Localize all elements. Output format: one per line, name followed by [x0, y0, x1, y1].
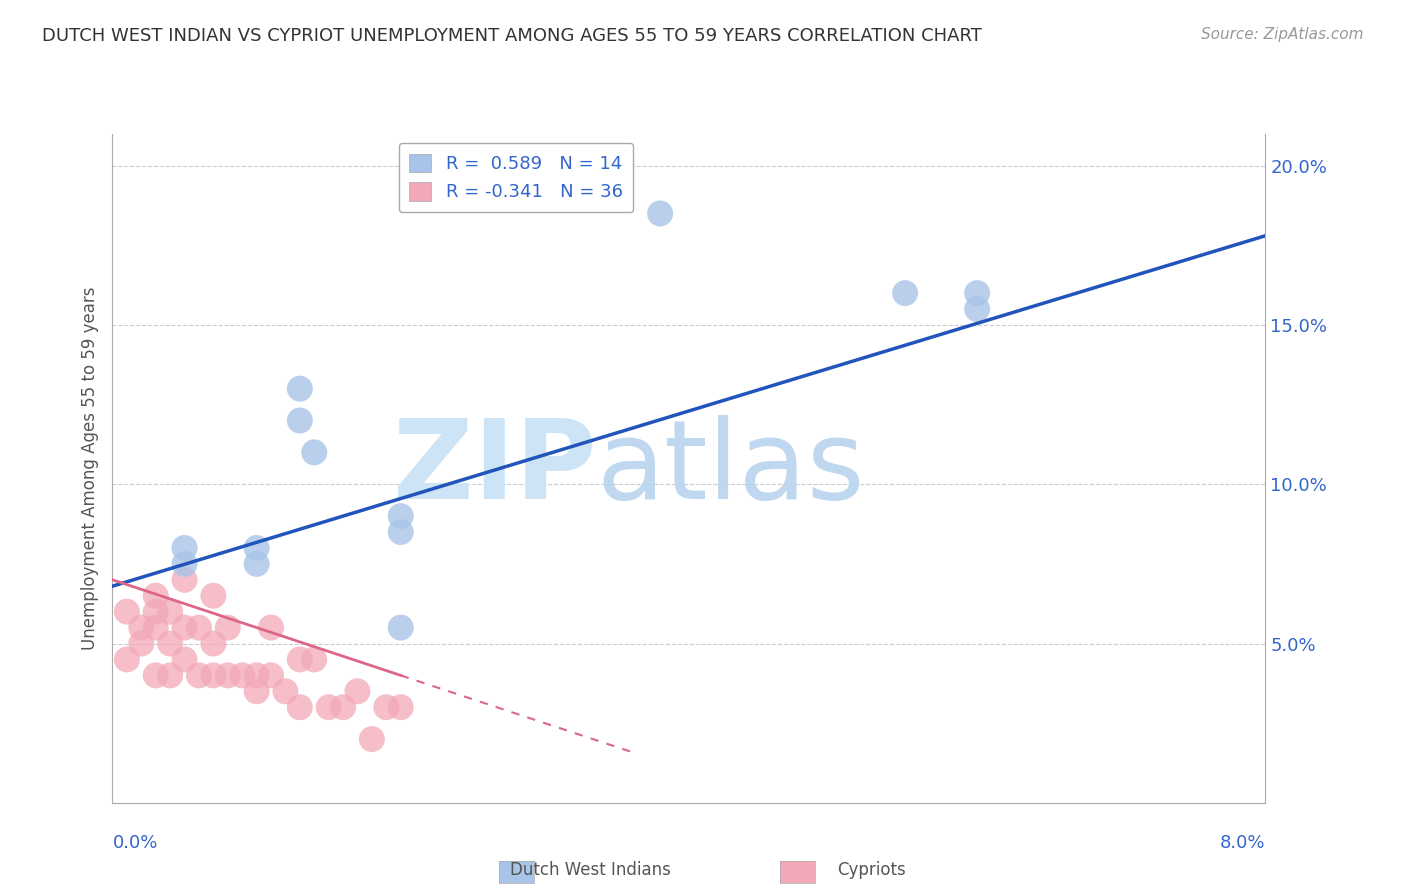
- Point: [188, 668, 211, 682]
- Point: [145, 668, 167, 682]
- Legend: R =  0.589   N = 14, R = -0.341   N = 36: R = 0.589 N = 14, R = -0.341 N = 36: [399, 143, 633, 212]
- Point: [260, 668, 283, 682]
- Point: [173, 557, 195, 571]
- Point: [288, 382, 311, 396]
- Point: [202, 636, 225, 650]
- Point: [648, 206, 672, 220]
- Text: 0.0%: 0.0%: [112, 834, 157, 852]
- Point: [360, 732, 382, 747]
- Point: [173, 652, 195, 666]
- Point: [173, 573, 195, 587]
- Point: [288, 700, 311, 714]
- Point: [375, 700, 398, 714]
- Point: [274, 684, 297, 698]
- Point: [159, 605, 181, 619]
- Point: [202, 668, 225, 682]
- Point: [389, 700, 412, 714]
- Text: Dutch West Indians: Dutch West Indians: [510, 861, 671, 879]
- Point: [159, 668, 181, 682]
- Point: [288, 652, 311, 666]
- Point: [145, 621, 167, 635]
- Point: [173, 621, 195, 635]
- Point: [129, 636, 153, 650]
- Point: [217, 668, 239, 682]
- Point: [173, 541, 195, 555]
- Point: [217, 621, 239, 635]
- Point: [389, 524, 412, 539]
- Point: [304, 445, 326, 459]
- Point: [389, 509, 412, 524]
- Text: 8.0%: 8.0%: [1220, 834, 1265, 852]
- Point: [245, 668, 267, 682]
- Point: [115, 652, 138, 666]
- Point: [245, 541, 267, 555]
- Point: [894, 286, 917, 301]
- Point: [202, 589, 225, 603]
- Point: [288, 413, 311, 427]
- Point: [145, 589, 167, 603]
- Text: ZIP: ZIP: [394, 415, 596, 522]
- Point: [159, 636, 181, 650]
- Point: [260, 621, 283, 635]
- Point: [318, 700, 340, 714]
- Point: [332, 700, 354, 714]
- Point: [245, 557, 267, 571]
- Y-axis label: Unemployment Among Ages 55 to 59 years: Unemployment Among Ages 55 to 59 years: [80, 286, 98, 650]
- Text: atlas: atlas: [596, 415, 865, 522]
- Point: [188, 621, 211, 635]
- Point: [129, 621, 153, 635]
- Point: [966, 286, 988, 301]
- Point: [245, 684, 267, 698]
- Point: [304, 652, 326, 666]
- Point: [115, 605, 138, 619]
- Text: Source: ZipAtlas.com: Source: ZipAtlas.com: [1201, 27, 1364, 42]
- Point: [145, 605, 167, 619]
- Point: [966, 301, 988, 316]
- Point: [231, 668, 253, 682]
- Point: [389, 621, 412, 635]
- Text: DUTCH WEST INDIAN VS CYPRIOT UNEMPLOYMENT AMONG AGES 55 TO 59 YEARS CORRELATION : DUTCH WEST INDIAN VS CYPRIOT UNEMPLOYMEN…: [42, 27, 981, 45]
- Point: [346, 684, 368, 698]
- Text: Cypriots: Cypriots: [838, 861, 905, 879]
